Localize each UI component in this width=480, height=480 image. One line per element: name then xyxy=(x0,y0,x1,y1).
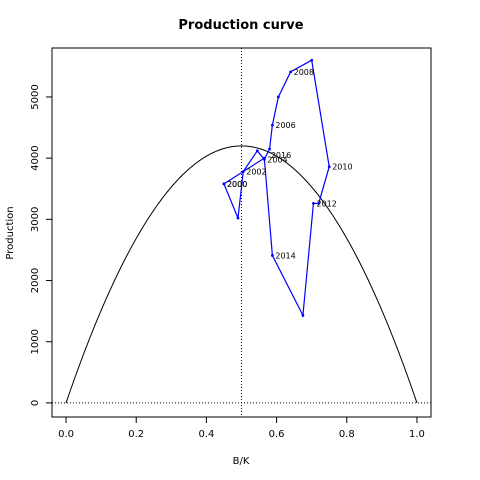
trajectory-point xyxy=(310,58,314,62)
trajectory-point xyxy=(312,202,315,205)
x-axis-label: B/K xyxy=(233,456,250,467)
production-curve-line xyxy=(65,145,418,404)
trajectory-point xyxy=(289,70,293,74)
plot-frame xyxy=(51,47,432,418)
plot-area: 0.0 0.2 0.4 0.6 0.8 1.0 0 1000 2000 3000 4000 5000 2… xyxy=(30,48,431,440)
year-label: 2004 xyxy=(267,155,287,164)
trajectory-point xyxy=(317,202,321,205)
x-tick-label: 0.6 xyxy=(269,429,285,440)
trajectory-point xyxy=(241,170,245,174)
trajectory-point xyxy=(268,147,271,151)
year-label: 2006 xyxy=(275,121,295,130)
y-tick-label: 2000 xyxy=(30,268,41,293)
year-label: 2012 xyxy=(316,199,336,208)
x-tick-label: 0.8 xyxy=(339,429,355,440)
trajectory-point xyxy=(270,123,274,127)
year-label: 2010 xyxy=(332,163,352,172)
year-label: 2008 xyxy=(294,68,314,77)
trajectory-point xyxy=(255,149,259,153)
trajectory-point xyxy=(236,216,240,220)
y-tick-label: 0 xyxy=(30,400,41,406)
trajectory-point xyxy=(270,254,274,257)
x-tick-label: 0.2 xyxy=(128,429,144,440)
chart-title: Production curve xyxy=(178,18,303,33)
x-tick-label: 1.0 xyxy=(409,429,425,440)
trajectory-point xyxy=(301,314,305,317)
x-tick-label: 0.4 xyxy=(198,429,214,440)
trajectory-point xyxy=(222,182,226,186)
year-label: 2002 xyxy=(246,168,266,177)
trajectory-point xyxy=(327,165,331,169)
year-label: 2014 xyxy=(275,251,295,260)
y-tick-label: 3000 xyxy=(30,207,41,232)
y-tick-label: 5000 xyxy=(30,84,41,109)
y-tick-label: 4000 xyxy=(30,145,41,170)
trajectory-point xyxy=(276,95,280,99)
y-axis-label: Production xyxy=(5,206,16,259)
year-label: 2000 xyxy=(227,180,247,189)
year-label: 2016 xyxy=(271,151,291,160)
x-tick-label: 0.0 xyxy=(58,429,74,440)
trajectory-point xyxy=(262,156,266,160)
year-label: 2000 xyxy=(227,180,247,189)
y-tick-label: 1000 xyxy=(30,329,41,354)
